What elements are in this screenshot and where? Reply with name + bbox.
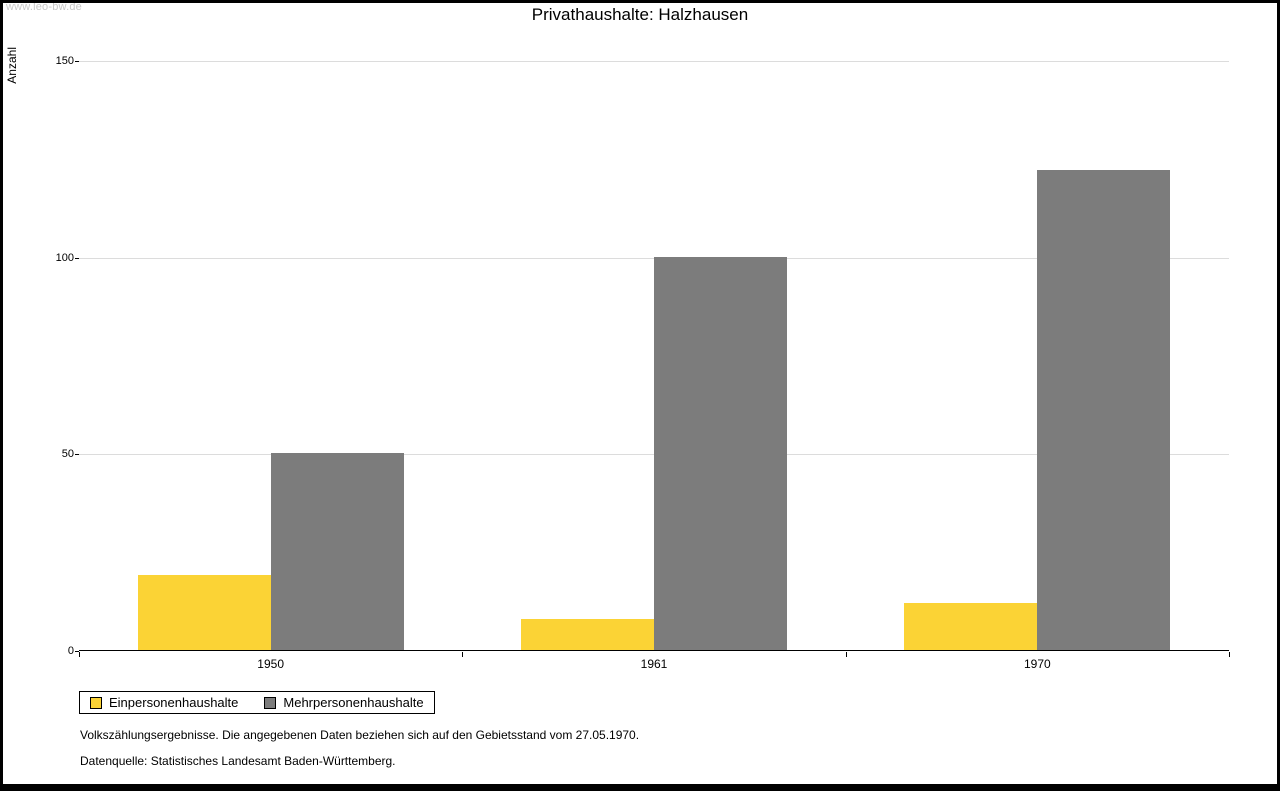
bar-1970-einpersonenhaushalte <box>904 602 1038 650</box>
xtick-mark-1 <box>462 652 464 657</box>
y-axis-title: Anzahl <box>5 47 19 84</box>
legend-label-einpersonenhaushalte: Einpersonenhaushalte <box>109 695 239 710</box>
ytick-mark-150 <box>75 61 79 62</box>
xcat-label-1961: 1961 <box>640 657 668 671</box>
footnote-datenquelle: Datenquelle: Statistisches Landesamt Bad… <box>80 754 396 768</box>
watermark: www.leo-bw.de <box>6 3 82 13</box>
plot-area <box>79 61 1229 651</box>
bar-1950-einpersonenhaushalte <box>137 575 271 650</box>
chart-title: Privathaushalte: Halzhausen <box>531 5 749 24</box>
legend: Einpersonenhaushalte Mehrpersonenhaushal… <box>79 691 435 714</box>
footnotes: Volkszählungsergebnisse. Die angegebenen… <box>80 722 639 774</box>
ytick-label-150: 150 <box>55 55 74 67</box>
gridline-150 <box>79 61 1229 62</box>
ytick-mark-0 <box>75 651 79 652</box>
ytick-mark-100 <box>75 257 79 259</box>
legend-swatch-mehrpersonenhaushalte <box>264 696 277 709</box>
xtick-mark-0 <box>79 652 80 657</box>
ytick-label-100: 100 <box>55 251 74 264</box>
legend-item-einpersonenhaushalte: Einpersonenhaushalte <box>90 695 238 710</box>
xcat-label-1950: 1950 <box>257 657 284 671</box>
bar-1961-mehrpersonenhaushalte <box>654 256 787 650</box>
ytick-mark-50 <box>75 454 79 456</box>
footnote-gebietsstand: Volkszählungsergebnisse. Die angegebenen… <box>80 728 640 742</box>
chart-canvas: www.leo-bw.de Privathaushalte: Halzhause… <box>3 3 1277 784</box>
legend-label-mehrpersonenhaushalte: Mehrpersonenhaushalte <box>283 695 424 710</box>
xcat-label-1970: 1970 <box>1023 657 1051 671</box>
legend-item-mehrpersonenhaushalte: Mehrpersonenhaushalte <box>264 695 424 710</box>
bar-1970-mehrpersonenhaushalte <box>1037 170 1171 650</box>
legend-swatch-einpersonenhaushalte <box>90 696 102 709</box>
bar-1950-mehrpersonenhaushalte <box>270 453 404 650</box>
xtick-mark-2 <box>845 652 847 657</box>
ytick-label-50: 50 <box>61 448 74 461</box>
ytick-label-0: 0 <box>67 645 74 657</box>
bar-1961-einpersonenhaushalte <box>521 618 654 650</box>
xtick-mark-3 <box>1229 652 1230 657</box>
